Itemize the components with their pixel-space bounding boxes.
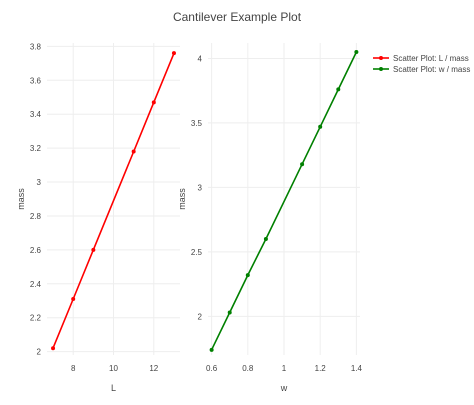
x-tick-label: 12 (149, 364, 158, 373)
x-tick-label: 0.8 (242, 364, 254, 373)
data-point[interactable] (354, 50, 359, 55)
data-point[interactable] (171, 51, 176, 56)
legend-swatch-marker (379, 56, 383, 60)
y-axis-label: mass (16, 188, 26, 210)
data-point[interactable] (263, 236, 268, 241)
x-tick-label: 1.4 (351, 364, 363, 373)
x-tick-label: 0.6 (206, 364, 218, 373)
x-tick-label: 10 (109, 364, 118, 373)
legend-swatch-marker (379, 67, 383, 71)
legend-label: Scatter Plot: L / mass (393, 54, 469, 63)
chart-title: Cantilever Example Plot (173, 10, 302, 24)
x-axis-label: L (111, 383, 116, 393)
legend-item[interactable]: Scatter Plot: L / mass (373, 54, 469, 63)
data-point[interactable] (131, 149, 136, 154)
data-point[interactable] (51, 346, 56, 351)
legend-label: Scatter Plot: w / mass (393, 65, 470, 74)
data-point[interactable] (91, 247, 96, 252)
x-axis-label: w (280, 383, 288, 393)
y-tick-label: 2 (198, 312, 203, 321)
y-tick-label: 3.4 (30, 110, 42, 119)
subplot-2: 0.6 0.8 1 1.2 1.4 2 2.5 3 3.5 4 w mass (177, 43, 362, 393)
y-tick-label: 3.8 (30, 42, 42, 51)
y-axis-label: mass (177, 188, 187, 210)
x-tick-label: 1.2 (315, 364, 327, 373)
series-line (210, 51, 358, 351)
data-point[interactable] (209, 347, 214, 352)
data-point[interactable] (151, 100, 156, 105)
data-point[interactable] (227, 310, 232, 315)
data-point[interactable] (245, 273, 250, 278)
y-tick-label: 4 (198, 54, 203, 63)
x-tick-label: 8 (71, 364, 76, 373)
y-tick-label: 2.8 (30, 212, 42, 221)
data-point[interactable] (336, 87, 341, 92)
x-tick-label: 1 (282, 364, 287, 373)
legend-item[interactable]: Scatter Plot: w / mass (373, 65, 470, 74)
data-point[interactable] (318, 124, 323, 129)
y-tick-label: 3.5 (191, 119, 203, 128)
y-tick-label: 2.4 (30, 280, 42, 289)
y-tick-label: 2.6 (30, 246, 42, 255)
y-tick-label: 2 (37, 348, 42, 357)
y-tick-label: 3.6 (30, 76, 42, 85)
data-point[interactable] (300, 162, 305, 167)
data-point[interactable] (71, 297, 76, 302)
y-tick-label: 2.5 (191, 248, 203, 257)
y-tick-label: 3.2 (30, 144, 42, 153)
y-tick-label: 3 (37, 178, 42, 187)
legend[interactable]: Scatter Plot: L / mass Scatter Plot: w / … (373, 54, 470, 74)
series-line (52, 52, 175, 349)
y-tick-label: 2.2 (30, 314, 42, 323)
y-tick-label: 3 (198, 183, 203, 192)
